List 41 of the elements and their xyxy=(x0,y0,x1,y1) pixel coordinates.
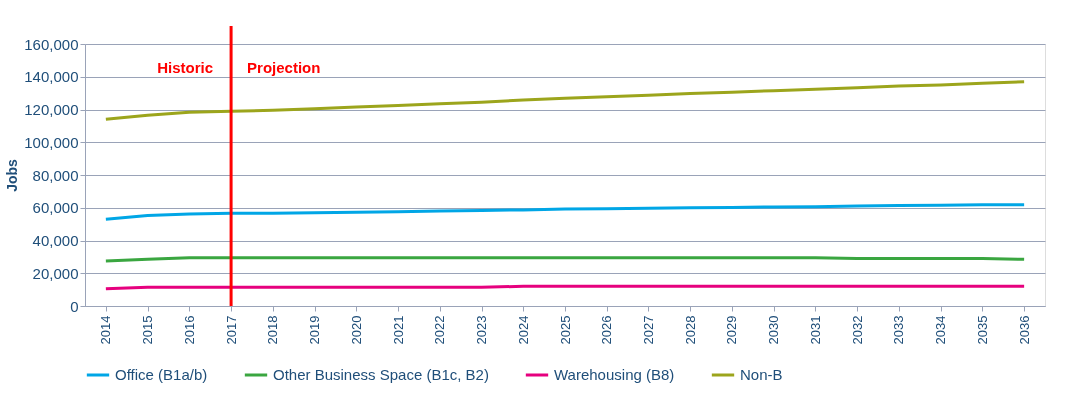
y-tick-label: 80,000 xyxy=(32,166,79,184)
legend-label: Non-B xyxy=(740,366,783,383)
x-tick-label: 2025 xyxy=(557,315,573,345)
line-series xyxy=(104,203,1026,221)
x-tick-label: 2026 xyxy=(599,315,615,345)
legend-label: Other Business Space (B1c, B2) xyxy=(273,366,489,383)
x-tick-label: 2033 xyxy=(891,315,907,345)
x-tick-label: 2031 xyxy=(807,315,823,345)
y-tick-label: 40,000 xyxy=(32,232,79,249)
x-tick-label: 2023 xyxy=(474,315,490,345)
y-tick-label: 160,000 xyxy=(24,35,79,53)
annotation: Projection xyxy=(247,59,321,76)
y-tick-label: 100,000 xyxy=(24,133,79,151)
x-tick-label: 2029 xyxy=(724,315,740,345)
x-tick-label: 2022 xyxy=(432,315,448,345)
x-tick-label: 2020 xyxy=(348,315,364,345)
line-series xyxy=(104,80,1026,121)
x-tick-label: 2030 xyxy=(766,315,782,345)
annotation: Historic xyxy=(157,59,214,76)
y-tick-label: 140,000 xyxy=(24,68,79,86)
x-tick-label: 2021 xyxy=(390,315,406,345)
x-tick-label: 2016 xyxy=(181,315,197,345)
y-axis-title: Jobs xyxy=(4,158,21,192)
x-tick-label: 2014 xyxy=(98,315,114,345)
x-tick-label: 2017 xyxy=(223,315,239,345)
legend-label: Warehousing (B8) xyxy=(554,366,675,383)
x-tick-label: 2028 xyxy=(682,315,698,345)
x-tick-label: 2019 xyxy=(307,315,323,345)
y-tick-label: 60,000 xyxy=(32,199,79,217)
x-tick-label: 2015 xyxy=(140,315,156,345)
x-tick-label: 2024 xyxy=(515,315,531,345)
x-tick-label: 2034 xyxy=(933,315,949,345)
y-tick-label: 120,000 xyxy=(24,101,79,118)
x-tick-label: 2032 xyxy=(849,315,865,345)
y-tick-label: 0 xyxy=(70,297,79,315)
x-tick-label: 2027 xyxy=(640,315,656,345)
legend-label: Office (B1a/b) xyxy=(115,366,208,383)
x-tick-label: 2036 xyxy=(1016,315,1032,345)
x-tick-label: 2018 xyxy=(265,315,281,345)
x-tick-label: 2035 xyxy=(974,315,990,345)
y-tick-label: 20,000 xyxy=(32,264,79,282)
